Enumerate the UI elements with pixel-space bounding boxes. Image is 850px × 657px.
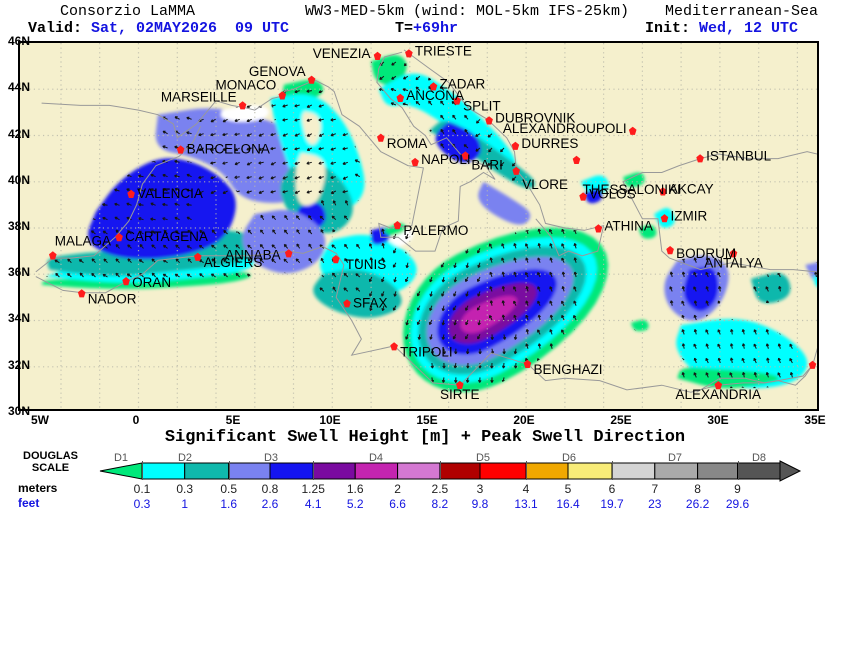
svg-text:GENOVA: GENOVA [249,64,306,79]
svg-text:VOLOS: VOLOS [589,187,636,202]
svg-text:VLORE: VLORE [522,177,568,192]
svg-text:NAPOLI: NAPOLI [421,152,471,167]
svg-text:DURRES: DURRES [521,136,578,151]
svg-text:TRIESTE: TRIESTE [415,43,472,58]
svg-text:ALEXANDROUPOLI: ALEXANDROUPOLI [503,121,627,136]
svg-text:PALERMO: PALERMO [403,223,468,238]
svg-text:TRIPOLI: TRIPOLI [400,344,453,359]
svg-text:MARSEILLE: MARSEILLE [161,89,237,104]
svg-text:ATHINA: ATHINA [604,219,653,234]
svg-text:BARCELONA: BARCELONA [187,142,270,157]
svg-text:BENGHAZI: BENGHAZI [534,362,603,377]
svg-text:ZADAR: ZADAR [440,77,486,92]
svg-text:ORAN: ORAN [132,275,171,290]
svg-text:SIRTE: SIRTE [440,387,480,402]
svg-text:BARI: BARI [471,158,503,173]
svg-text:TUNIS: TUNIS [346,257,387,272]
svg-text:ROMA: ROMA [387,136,428,151]
svg-text:VALENCIA: VALENCIA [137,186,203,201]
svg-text:MALAGA: MALAGA [55,234,111,249]
svg-text:ANTALYA: ANTALYA [704,255,763,270]
svg-text:SFAX: SFAX [353,295,388,310]
svg-text:ISTANBUL: ISTANBUL [706,148,772,163]
svg-text:VENEZIA: VENEZIA [313,46,371,61]
svg-text:TEL AVIV: TEL AVIV [819,355,820,370]
svg-text:IZMIR: IZMIR [671,208,708,223]
svg-text:ANNABA: ANNABA [225,247,281,262]
svg-text:CARTAGENA: CARTAGENA [125,229,208,244]
svg-text:ALEXANDRIA: ALEXANDRIA [676,387,762,402]
svg-text:AKCAY: AKCAY [669,182,714,197]
svg-text:NADOR: NADOR [88,291,137,306]
